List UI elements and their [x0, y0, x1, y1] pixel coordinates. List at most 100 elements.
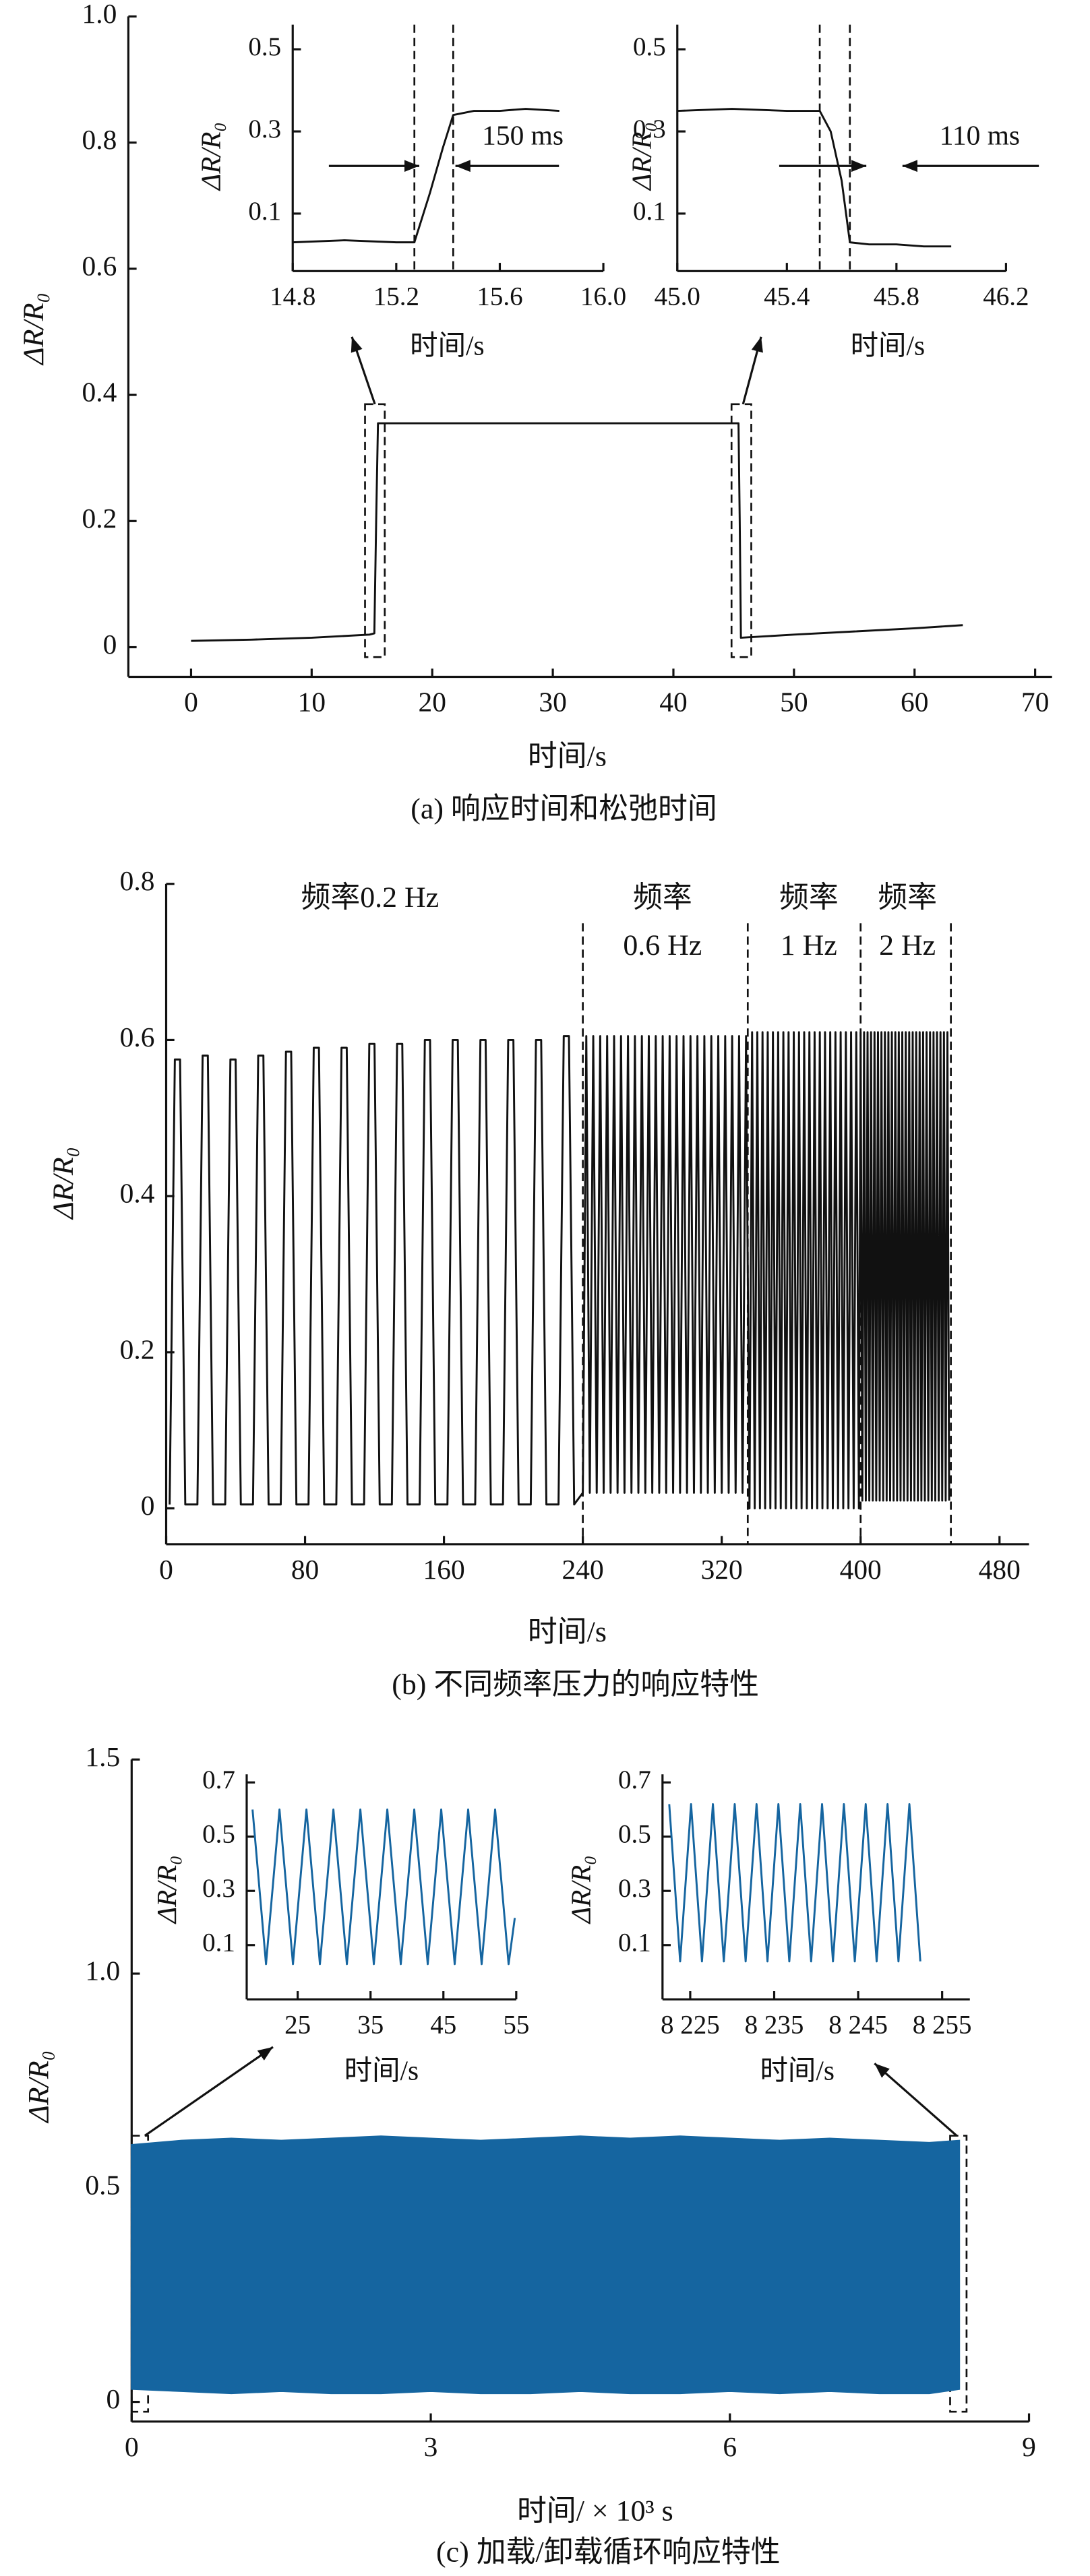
x-tick-label: 8 245	[828, 2011, 888, 2040]
y-tick-label: 0.1	[618, 1928, 651, 1957]
data-line	[677, 108, 952, 248]
annotation: 频率	[633, 881, 692, 914]
y-tick-label: 0	[141, 1490, 155, 1521]
x-tick-label: 480	[979, 1554, 1021, 1585]
y-tick-label: 0.4	[120, 1178, 155, 1209]
x-tick-label: 45.4	[764, 282, 810, 311]
y-tick-label: 0.5	[633, 32, 666, 61]
y-tick-label: 0.1	[248, 197, 281, 226]
data-line	[293, 108, 559, 244]
y-axis-label: ΔR/R₀	[151, 1855, 182, 1924]
x-tick-label: 8 235	[745, 2011, 804, 2040]
y-tick-label: 0.8	[120, 865, 155, 896]
x-tick-label: 45.0	[655, 282, 700, 311]
x-tick-label: 55	[503, 2011, 529, 2040]
y-tick-label: 1.0	[85, 1955, 120, 1986]
zoom-arrow	[351, 336, 376, 405]
y-tick-label: 0.1	[202, 1928, 235, 1957]
x-tick-label: 60	[901, 686, 928, 717]
y-axis-label: ΔR/R₀	[626, 122, 657, 191]
y-axis-label: ΔR/R₀	[195, 122, 226, 191]
annotation: 1 Hz	[781, 929, 837, 962]
x-tick-label: 30	[539, 686, 566, 717]
y-tick-label: 0.7	[618, 1765, 651, 1794]
y-tick-label: 0.3	[248, 115, 281, 144]
caption: (c) 加载/卸载循环响应特性	[436, 2535, 781, 2568]
x-tick-label: 50	[780, 686, 808, 717]
y-tick-label: 0.2	[82, 503, 117, 534]
annotation: 110 ms	[940, 119, 1020, 150]
y-tick-label: 0.4	[82, 377, 117, 408]
x-tick-label: 6	[723, 2431, 737, 2462]
x-axis-label: 时间/s	[851, 329, 926, 360]
x-tick-label: 46.2	[983, 282, 1029, 311]
x-axis-label: 时间/s	[528, 1616, 607, 1648]
x-tick-label: 8 225	[661, 2011, 720, 2040]
y-tick-label: 0.5	[618, 1820, 651, 1849]
data-line	[251, 1809, 516, 1966]
annotation: 频率0.2 Hz	[301, 881, 439, 914]
y-tick-label: 1.5	[85, 1741, 120, 1772]
zoom-arrow	[874, 2063, 958, 2137]
y-tick-label: 0.1	[633, 197, 666, 226]
y-tick-label: 0.5	[85, 2169, 120, 2200]
annotation: 0.6 Hz	[623, 929, 702, 962]
y-tick-label: 0	[107, 2383, 121, 2414]
x-tick-label: 16.0	[580, 282, 626, 311]
x-tick-label: 45	[430, 2011, 456, 2040]
annotation: 频率	[779, 881, 839, 914]
data-line	[191, 422, 963, 642]
x-tick-label: 3	[424, 2431, 438, 2462]
y-tick-label: 0.3	[202, 1874, 235, 1903]
x-tick-label: 400	[840, 1554, 882, 1585]
y-axis-label: ΔR/R₀	[565, 1855, 596, 1924]
y-axis-label: ΔR/R₀	[47, 1147, 80, 1220]
y-tick-label: 0.5	[248, 32, 281, 61]
x-tick-label: 0	[159, 1554, 173, 1585]
y-axis-label: ΔR/R₀	[18, 292, 50, 366]
zoom-arrow	[144, 2046, 274, 2137]
x-tick-label: 20	[418, 686, 446, 717]
caption: (a) 响应时间和松弛时间	[411, 792, 717, 825]
data-line	[169, 1031, 950, 1510]
x-axis-label: 时间/s	[410, 329, 485, 360]
x-tick-label: 0	[184, 686, 198, 717]
x-axis-label: 时间/ × 10³ s	[517, 2494, 673, 2527]
annotation: 150 ms	[482, 119, 564, 150]
x-tick-label: 45.8	[874, 282, 919, 311]
x-axis-label: 时间/s	[760, 2054, 835, 2085]
x-tick-label: 8 255	[913, 2011, 972, 2040]
y-tick-label: 1.0	[82, 0, 117, 29]
x-tick-label: 0	[125, 2431, 139, 2462]
zoom-box	[730, 403, 752, 658]
y-tick-label: 0.5	[202, 1820, 235, 1849]
annotation: 频率	[878, 881, 937, 914]
y-tick-label: 0.2	[120, 1333, 155, 1364]
x-tick-label: 15.2	[373, 282, 419, 311]
data-line	[668, 1803, 921, 1963]
x-tick-label: 160	[423, 1554, 465, 1585]
data-band	[131, 2135, 961, 2395]
annotation: 2 Hz	[879, 929, 936, 962]
y-tick-label: 0.6	[82, 250, 117, 281]
y-tick-label: 0.3	[633, 115, 666, 144]
x-tick-label: 15.6	[477, 282, 522, 311]
x-tick-label: 320	[701, 1554, 743, 1585]
x-tick-label: 80	[291, 1554, 319, 1585]
y-tick-label: 0.3	[618, 1874, 651, 1903]
x-tick-label: 70	[1021, 686, 1049, 717]
x-tick-label: 25	[284, 2011, 311, 2040]
x-tick-label: 35	[357, 2011, 384, 2040]
y-tick-label: 0.6	[120, 1022, 155, 1053]
zoom-arrow	[741, 336, 763, 405]
x-tick-label: 10	[298, 686, 326, 717]
x-axis-label: 时间/s	[528, 740, 607, 772]
x-tick-label: 40	[659, 686, 687, 717]
caption: (b) 不同频率压力的响应特性	[392, 1668, 759, 1701]
zoom-box	[364, 403, 386, 658]
x-tick-label: 9	[1022, 2431, 1036, 2462]
y-axis-label: ΔR/R₀	[22, 2050, 55, 2124]
x-axis-label: 时间/s	[344, 2054, 419, 2085]
